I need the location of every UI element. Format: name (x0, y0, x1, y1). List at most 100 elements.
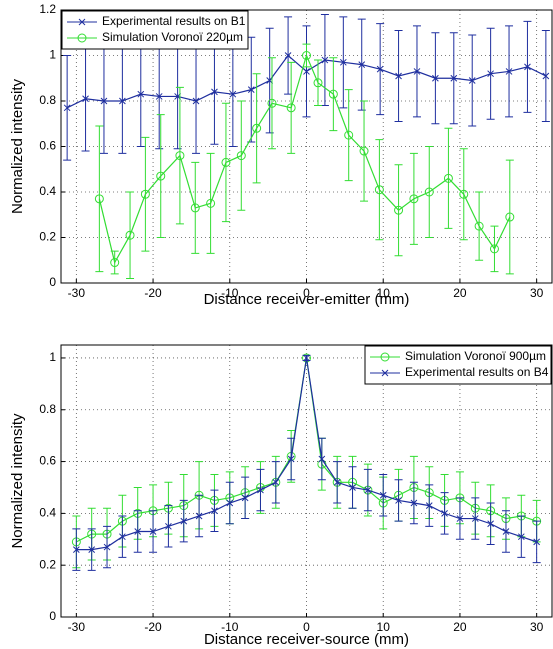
x-tick-label: -10 (221, 286, 239, 300)
point-marker (456, 515, 464, 522)
point-marker (100, 97, 108, 105)
point-marker (394, 205, 404, 215)
point-marker (487, 520, 494, 528)
legend-box (364, 345, 552, 385)
point-marker (376, 65, 384, 73)
point-marker (119, 97, 126, 105)
x-tick-label: -20 (144, 286, 162, 300)
y-axis-title: Normalized intensity (9, 413, 26, 549)
point-marker (110, 258, 120, 268)
point-marker (236, 151, 246, 161)
point-marker (206, 198, 216, 208)
series-line (98, 53, 511, 265)
point-marker (119, 533, 126, 541)
y-tick-label: 0.6 (39, 454, 56, 468)
point-marker (257, 486, 264, 494)
point-marker (94, 194, 104, 204)
point-marker (272, 478, 280, 486)
y-tick-label: 0.4 (39, 184, 56, 198)
point-marker (410, 499, 418, 507)
point-marker (180, 517, 188, 525)
x-tick-label: 0 (303, 620, 310, 634)
point-marker (339, 58, 347, 66)
x-tick-label: 10 (377, 620, 391, 634)
point-marker (175, 151, 185, 161)
y-tick-label: 0.8 (39, 93, 56, 107)
y-tick-label: 0.6 (39, 139, 56, 153)
x-tick-label: 30 (530, 286, 544, 300)
legend-marker (77, 33, 87, 43)
point-marker (374, 185, 384, 195)
legend-label: Experimental results on B1 (102, 14, 246, 28)
y-tick-label: 0.2 (39, 557, 56, 571)
x-tick-label: -10 (221, 620, 239, 634)
y-tick-label: 0.8 (39, 402, 56, 416)
y-tick-label: 0.4 (39, 506, 56, 520)
point-marker (395, 497, 402, 504)
point-marker (155, 93, 163, 100)
point-marker (303, 354, 310, 362)
point-marker (542, 72, 550, 80)
y-tick-label: 1.2 (39, 2, 56, 16)
point-marker (379, 491, 387, 499)
point-marker (424, 187, 434, 197)
y-tick-label: 1 (49, 350, 56, 364)
legend-label: Simulation Voronoï 220µm (102, 30, 243, 44)
x-tick-label: 20 (453, 620, 467, 634)
point-marker (474, 221, 484, 231)
point-marker (88, 546, 96, 554)
point-marker (302, 353, 311, 363)
point-marker (395, 72, 402, 80)
x-tick-label: -30 (68, 620, 86, 634)
point-marker (450, 74, 458, 82)
point-marker (192, 97, 200, 105)
plot-frame (60, 9, 553, 284)
point-marker (165, 522, 172, 530)
legend-label: Simulation Voronoï 900µm (405, 349, 546, 363)
y-tick-label: 0 (49, 609, 56, 623)
point-marker (471, 515, 479, 522)
y-axis-title: Normalized intensity (9, 78, 26, 214)
point-marker (425, 502, 433, 509)
x-tick-label: 10 (377, 286, 391, 300)
point-marker (364, 486, 372, 494)
point-marker (517, 533, 525, 541)
point-marker (82, 95, 89, 103)
point-marker (286, 103, 296, 113)
panel: -30 -20 -10 0 10 20 30 0 0.2 0.4 0.6 0.8 1 Distance r… (9, 344, 553, 648)
point-marker (247, 86, 255, 93)
point-marker (432, 74, 439, 82)
legend-box (61, 10, 249, 50)
point-marker (524, 63, 531, 71)
point-marker (313, 78, 323, 88)
point-marker (195, 512, 203, 520)
error-bar (505, 159, 514, 275)
panel: -30 -20 -10 0 10 20 30 0 0.2 0.4 0.6 0.8 1 1.2 Distanc… (9, 2, 553, 308)
point-marker (72, 546, 80, 554)
x-tick-label: -30 (68, 286, 86, 300)
legend-marker (78, 18, 86, 26)
point-marker (489, 244, 499, 254)
point-marker (443, 173, 453, 183)
x-tick-label: 30 (530, 620, 544, 634)
point-marker (487, 70, 494, 78)
point-marker (321, 56, 329, 64)
point-marker (267, 98, 277, 108)
plot-frame (60, 344, 553, 618)
point-marker (533, 538, 541, 546)
point-marker (156, 171, 166, 181)
point-marker (349, 484, 356, 491)
x-tick-label: 0 (303, 286, 310, 300)
point-marker (226, 499, 234, 507)
point-marker (103, 543, 111, 551)
x-tick-label: 20 (453, 286, 467, 300)
point-marker (190, 203, 200, 213)
point-marker (303, 68, 310, 75)
point-marker (149, 528, 157, 535)
point-marker (252, 123, 262, 133)
point-marker (229, 90, 237, 98)
point-marker (211, 88, 218, 96)
y-tick-label: 0 (49, 275, 56, 289)
point-marker (221, 157, 231, 167)
